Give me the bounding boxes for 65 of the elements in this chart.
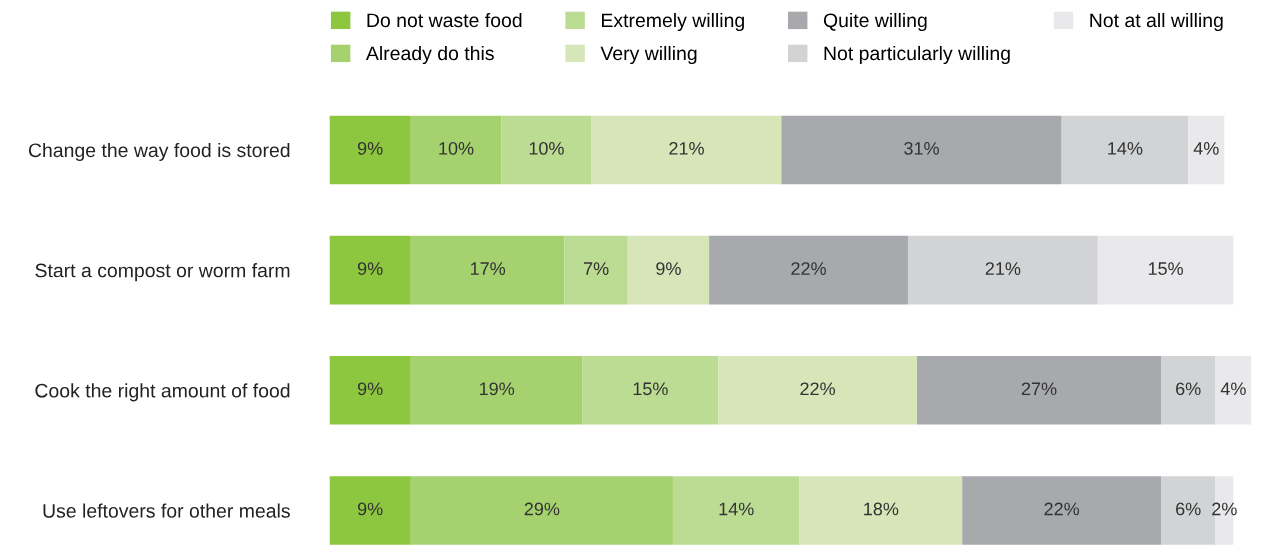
- data-label: 4%: [1220, 382, 1246, 396]
- y-tick-label: Use leftovers for other meals: [43, 503, 290, 518]
- bar: [582, 356, 719, 425]
- y-tick-label: Change the way food is stored: [28, 142, 290, 161]
- data-label: 14%: [719, 502, 754, 516]
- data-label: 31%: [904, 141, 939, 155]
- bar: [672, 476, 800, 545]
- bar: [410, 476, 673, 545]
- data-label: 29%: [524, 502, 560, 516]
- data-label: 15%: [1148, 262, 1184, 275]
- bar: [1161, 356, 1216, 425]
- data-label: 21%: [669, 141, 704, 155]
- bar: [799, 476, 963, 545]
- data-label: 21%: [985, 262, 1021, 275]
- bar: [410, 115, 502, 185]
- bar: [718, 356, 918, 425]
- data-label: 14%: [1108, 142, 1143, 155]
- bar: [781, 115, 1062, 185]
- bar: [329, 356, 411, 425]
- legend-label: Not at all willing: [1090, 12, 1223, 32]
- y-tick-label: Start a compost or worm farm: [35, 263, 290, 282]
- bar: [962, 476, 1162, 545]
- bar: [709, 235, 908, 305]
- bar: [410, 356, 583, 425]
- data-label: 10%: [439, 141, 474, 155]
- data-label: 7%: [584, 262, 609, 275]
- data-label: 9%: [357, 502, 383, 516]
- legend-label: Quite willing: [823, 12, 927, 32]
- data-label: 27%: [1021, 382, 1057, 396]
- bar: [329, 476, 411, 545]
- data-label: 17%: [470, 262, 506, 275]
- data-label: 6%: [1176, 502, 1201, 516]
- data-label: 9%: [357, 141, 383, 155]
- bar: [1061, 115, 1189, 185]
- y-tick-label: Cook the right amount of food: [35, 383, 290, 402]
- bar: [410, 235, 565, 305]
- bar: [501, 115, 592, 185]
- data-label: 2%: [1212, 502, 1237, 516]
- bar: [1097, 235, 1234, 305]
- legend-label: Do not waste food: [367, 12, 522, 28]
- legend-label: Already do this: [365, 45, 494, 65]
- data-label: 19%: [480, 382, 515, 396]
- data-label: 9%: [357, 262, 383, 275]
- bar: [591, 115, 782, 185]
- data-label: 9%: [656, 262, 681, 275]
- legend-label: Extremely willing: [602, 12, 744, 32]
- legend-label: Very willing: [600, 45, 697, 65]
- data-label: 15%: [633, 382, 668, 396]
- data-label: 9%: [357, 382, 383, 396]
- bar: [329, 115, 411, 185]
- data-label: 6%: [1176, 382, 1201, 396]
- bar: [1215, 356, 1252, 425]
- bar: [329, 235, 411, 305]
- bar: [1188, 115, 1225, 185]
- data-label: 10%: [529, 141, 564, 155]
- bar: [907, 235, 1098, 305]
- bar: [917, 356, 1162, 425]
- bar: [564, 235, 628, 305]
- data-label: 4%: [1193, 142, 1219, 155]
- data-label: 22%: [1044, 502, 1080, 516]
- legend-label: Not particularly willing: [824, 45, 1010, 65]
- data-label: 22%: [791, 262, 826, 275]
- data-label: 18%: [864, 502, 899, 516]
- data-label: 22%: [800, 382, 836, 396]
- bar: [627, 235, 710, 305]
